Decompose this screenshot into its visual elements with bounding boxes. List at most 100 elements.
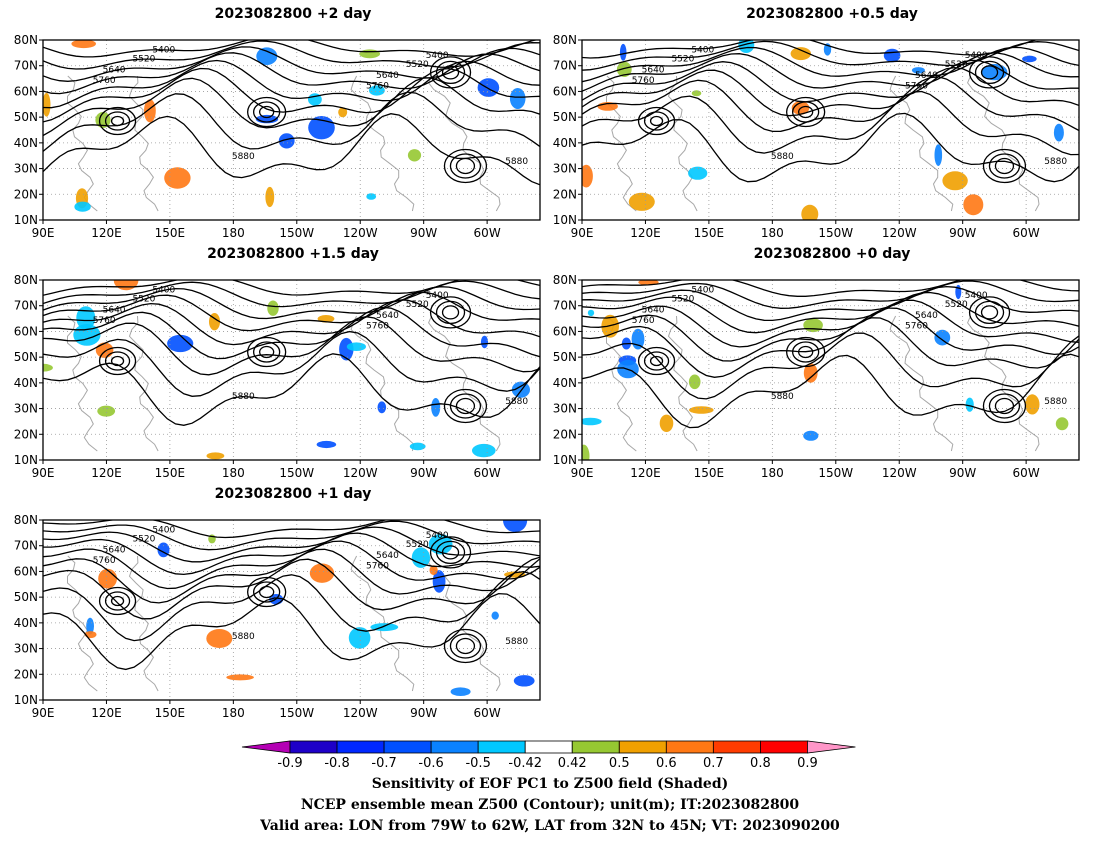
lat-tick-label: 60N xyxy=(553,84,577,98)
lat-tick-label: 40N xyxy=(553,136,577,150)
lat-tick-label: 80N xyxy=(553,33,577,47)
lon-tick-label: 150E xyxy=(694,466,725,480)
colorbar-bin xyxy=(760,740,808,754)
shaded-blob xyxy=(226,674,254,681)
shaded-blob xyxy=(95,342,114,358)
shaded-blob xyxy=(84,631,97,639)
contour-label: 5520 xyxy=(671,55,694,65)
lat-tick-label: 50N xyxy=(14,110,38,124)
shaded-blob xyxy=(582,444,590,460)
shaded-blob xyxy=(790,47,811,61)
lat-tick-label: 50N xyxy=(553,350,577,364)
lat-tick-label: 30N xyxy=(14,402,38,416)
lon-tick-label: 150E xyxy=(155,226,186,240)
lat-tick-label: 20N xyxy=(14,667,38,681)
contour-label: 5640 xyxy=(642,305,665,315)
panel-title-p2day: 2023082800 +2 day xyxy=(214,6,372,22)
map-frame-p1day xyxy=(42,519,541,701)
shaded-blob xyxy=(346,342,366,352)
shaded-blob xyxy=(164,167,191,189)
colorbar-tick-label: -0.9 xyxy=(277,756,302,771)
coastline-p05day xyxy=(606,75,1040,212)
lon-tick-label: 120E xyxy=(91,706,122,720)
contour-label: 5760 xyxy=(632,316,655,326)
shaded-blob xyxy=(411,547,430,568)
shaded-blob xyxy=(491,611,499,620)
contour-label: 5880 xyxy=(1044,397,1067,407)
shaded-blob xyxy=(883,48,901,63)
contour-label: 5760 xyxy=(905,322,928,332)
contour-label: 5640 xyxy=(376,71,399,81)
sensitivity-shading-p15day xyxy=(43,280,530,460)
lat-tick-label: 20N xyxy=(553,427,577,441)
contour-label: 5880 xyxy=(232,392,255,402)
contour-label: 5520 xyxy=(132,535,155,545)
contour-label: 5520 xyxy=(406,300,429,310)
shaded-blob xyxy=(503,520,528,533)
lon-tick-label: 60W xyxy=(474,226,501,240)
lat-tick-label: 70N xyxy=(14,59,38,73)
shaded-blob xyxy=(316,440,337,449)
lat-tick-label: 10N xyxy=(553,453,577,467)
lon-tick-label: 60W xyxy=(1013,226,1040,240)
shaded-blob xyxy=(309,563,335,583)
lat-tick-label: 30N xyxy=(553,162,577,176)
shaded-blob xyxy=(965,397,974,412)
lat-tick-label: 60N xyxy=(553,324,577,338)
colorbar-tick-label: 0.7 xyxy=(703,756,724,771)
colorbar-tick-label: -0.42 xyxy=(508,756,542,771)
colorbar-tick-label: -0.5 xyxy=(465,756,490,771)
lon-tick-label: 90W xyxy=(949,466,976,480)
shaded-blob xyxy=(628,192,655,211)
contour-label: 5760 xyxy=(366,562,389,572)
map-frame-p05day xyxy=(581,39,1080,221)
shaded-blob xyxy=(256,47,278,65)
lat-tick-label: 40N xyxy=(14,376,38,390)
lat-tick-label: 70N xyxy=(553,299,577,313)
shaded-blob xyxy=(338,107,348,118)
panel-title-p0day: 2023082800 +0 day xyxy=(753,246,911,262)
lon-tick-label: 120E xyxy=(630,226,661,240)
shaded-blob xyxy=(366,193,377,200)
colorbar-bin xyxy=(383,740,432,754)
colorbar-bin xyxy=(524,740,573,754)
shaded-blob xyxy=(76,306,96,330)
contour-label: 5760 xyxy=(632,76,655,86)
map-frame-p2day xyxy=(42,39,541,221)
shaded-blob xyxy=(407,149,422,162)
lat-tick-label: 20N xyxy=(14,187,38,201)
shaded-blob xyxy=(74,201,91,212)
shaded-blob xyxy=(803,363,818,383)
lon-tick-label: 60W xyxy=(474,466,501,480)
shaded-blob xyxy=(659,414,674,432)
shaded-blob xyxy=(981,64,1008,81)
lat-tick-label: 40N xyxy=(14,616,38,630)
panel-title-p15day: 2023082800 +1.5 day xyxy=(207,246,379,262)
shaded-blob xyxy=(167,334,194,353)
colorbar-bin xyxy=(430,740,479,754)
contour-label: 5640 xyxy=(915,71,938,81)
colorbar-bin xyxy=(712,740,761,754)
shaded-blob xyxy=(688,166,708,180)
contour-label: 5400 xyxy=(152,286,175,296)
shaded-blob xyxy=(963,194,984,216)
z500-contours-p0day xyxy=(582,280,1079,429)
colorbar-tick-label: 0.8 xyxy=(750,756,771,771)
lat-tick-label: 50N xyxy=(14,590,38,604)
contour-label: 5760 xyxy=(93,76,116,86)
lat-tick-label: 30N xyxy=(14,162,38,176)
lat-tick-label: 80N xyxy=(14,513,38,527)
coastline-p0day xyxy=(606,315,1040,452)
contour-label: 5880 xyxy=(505,397,528,407)
lon-tick-label: 150E xyxy=(694,226,725,240)
colorbar-bin xyxy=(336,740,385,754)
lon-tick-label: 90W xyxy=(410,466,437,480)
shaded-blob xyxy=(267,300,279,316)
lon-tick-label: 120E xyxy=(91,466,122,480)
shaded-blob xyxy=(477,78,500,97)
contour-label: 5400 xyxy=(965,291,988,301)
lon-tick-label: 150W xyxy=(279,466,314,480)
gridlines-p2day xyxy=(43,40,540,220)
contour-label: 5880 xyxy=(1044,157,1067,167)
